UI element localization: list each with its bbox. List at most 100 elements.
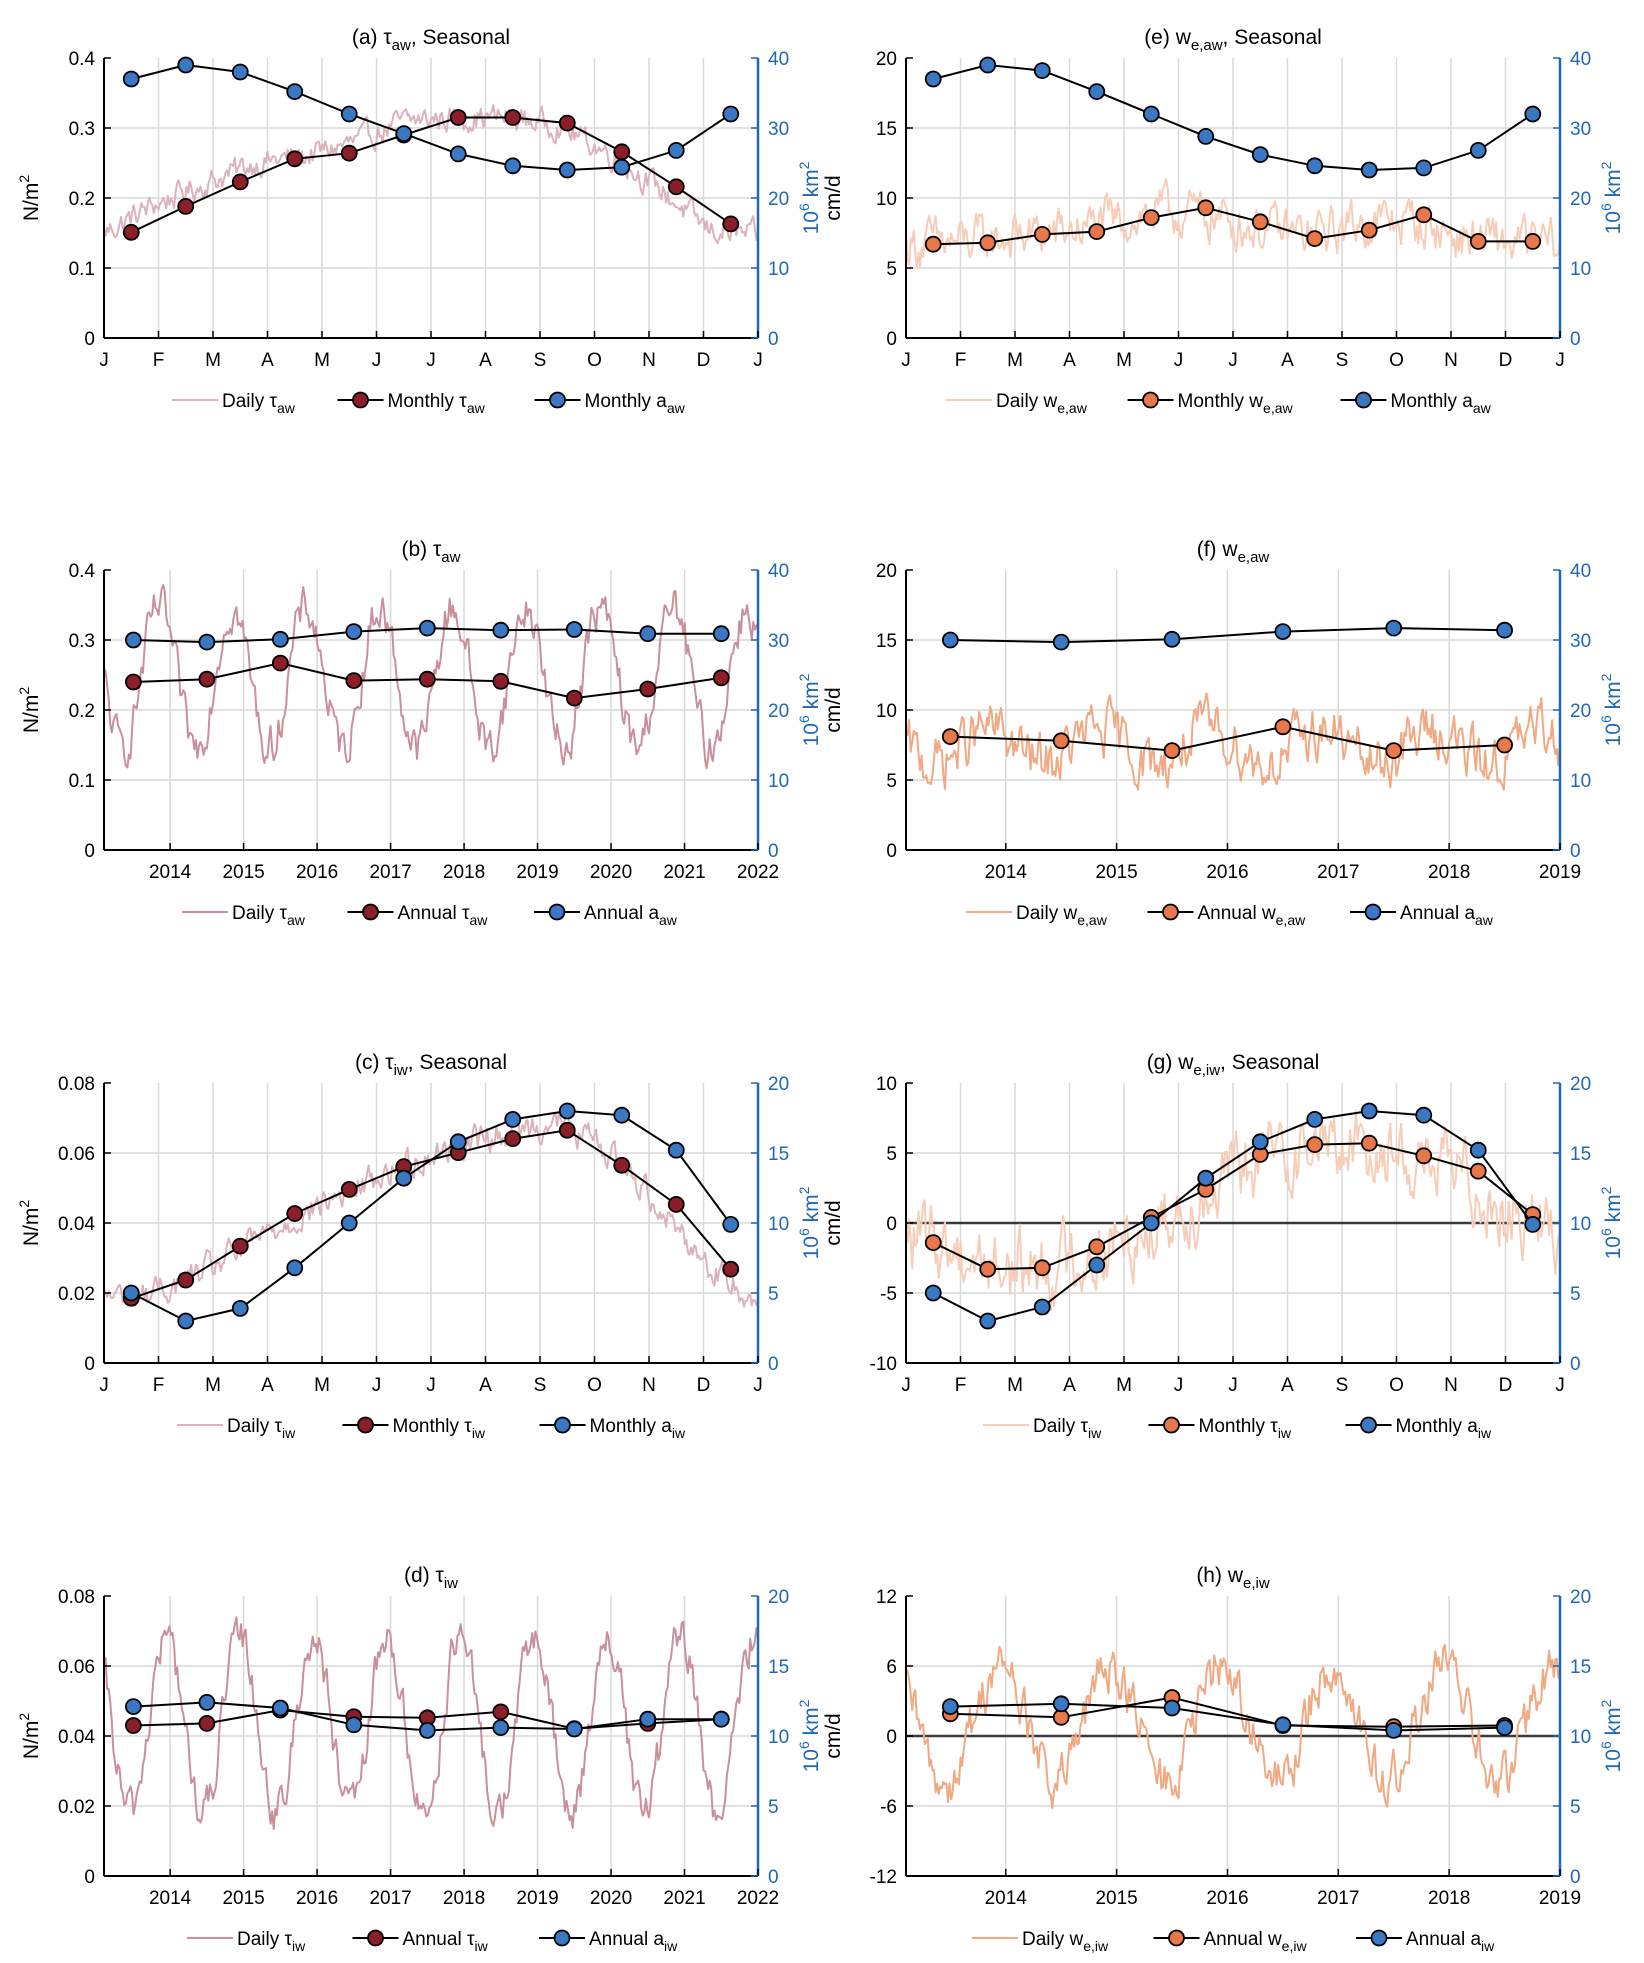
y2-axis-label: 106 km2 (796, 1186, 823, 1259)
y2-tick-label: 40 (768, 561, 789, 582)
data-point (941, 728, 959, 745)
x-tick-label: 2020 (590, 1888, 632, 1909)
data-point (1469, 1141, 1487, 1159)
legend-label: Annual aaw (584, 903, 678, 928)
legend-label: Daily τiw (1033, 1416, 1102, 1441)
y-tick-label: 0 (886, 841, 897, 862)
x-tick-label: 2019 (1539, 862, 1581, 883)
data-point (1496, 621, 1513, 639)
data-point (1415, 1106, 1433, 1124)
x-tick-label: 2017 (369, 1888, 411, 1909)
x-tick-label: S (1336, 1375, 1349, 1396)
y-tick-label: -12 (870, 1867, 897, 1888)
y-tick-label: 20 (876, 561, 897, 582)
x-tick-label: 2015 (222, 1888, 264, 1909)
data-point (504, 157, 522, 175)
y-tick-label: -6 (880, 1797, 897, 1818)
y2-tick-label: 20 (768, 1074, 789, 1095)
data-point (340, 144, 358, 162)
y2-tick-label: 15 (1570, 1657, 1591, 1678)
y-tick-label: -10 (870, 1354, 897, 1375)
legend: Daily we,iw Annual we,iw Annual aiw (972, 1929, 1495, 1954)
data-point (177, 1271, 195, 1289)
data-point (924, 70, 942, 88)
data-point (198, 670, 216, 688)
y-tick-label: 0.1 (69, 259, 95, 280)
x-tick-label: 2018 (1428, 862, 1470, 883)
data-point (1142, 105, 1160, 123)
y2-tick-label: 10 (1570, 259, 1591, 280)
legend-label: Daily τaw (222, 391, 296, 416)
x-tick-label: A (479, 1375, 492, 1396)
x-tick-label: D (697, 1375, 711, 1396)
x-tick-label: M (314, 350, 330, 371)
x-tick-label: 2016 (1206, 1888, 1248, 1909)
y-tick-label: 0.02 (58, 1797, 95, 1818)
data-point (271, 1699, 289, 1717)
data-point (1197, 199, 1215, 217)
x-tick-label: N (642, 350, 656, 371)
y2-tick-label: 15 (1570, 1144, 1591, 1165)
y-tick-label: 0 (84, 1867, 95, 1888)
y2-tick-label: 30 (1570, 119, 1591, 140)
data-point (565, 1720, 583, 1738)
data-point (177, 197, 195, 215)
x-tick-label: 2018 (443, 862, 485, 883)
x-tick-label: 2022 (737, 1888, 779, 1909)
x-tick-label: O (1389, 1375, 1404, 1396)
data-point (1415, 159, 1433, 177)
y2-tick-label: 10 (768, 771, 789, 792)
daily-series-line (905, 1644, 1561, 1810)
data-point (286, 83, 304, 100)
data-point (504, 1111, 522, 1128)
x-tick-label: 2021 (663, 862, 705, 883)
data-point (1052, 732, 1070, 750)
y2-tick-label: 0 (768, 1867, 779, 1888)
data-point (613, 1106, 631, 1124)
x-tick-label: 2014 (149, 862, 192, 883)
data-point (1142, 209, 1160, 227)
x-tick-label: N (642, 1375, 656, 1396)
data-point (722, 1216, 740, 1233)
y-axis-label: cm/d (822, 175, 845, 221)
data-point (1306, 230, 1324, 248)
data-point (1088, 223, 1106, 241)
x-tick-label: O (587, 350, 602, 371)
x-tick-label: 2019 (516, 1888, 558, 1909)
y2-axis-label: 106 km2 (796, 161, 823, 234)
x-tick-label: J (99, 1375, 109, 1396)
chart-panel-f: 2014 2015 2016 2017 2018 20190510152001020304… (822, 538, 1625, 928)
data-point (271, 630, 289, 648)
legend: Daily τiw Monthly τiw Monthly aiw (983, 1416, 1492, 1441)
x-tick-label: M (1116, 350, 1132, 371)
daily-series-line (103, 584, 759, 770)
legend-label: Monthly τiw (1199, 1416, 1292, 1441)
legend-label: Annual we,iw (1204, 1929, 1308, 1954)
data-point (1469, 1162, 1487, 1180)
x-tick-label: S (534, 1375, 547, 1396)
data-point (1251, 1133, 1269, 1151)
data-point (667, 1196, 685, 1213)
y-tick-label: 10 (876, 1074, 897, 1095)
data-point (345, 623, 363, 640)
data-point (449, 109, 467, 126)
data-point (667, 178, 685, 196)
y-tick-label: 0.1 (69, 771, 95, 792)
y2-tick-label: 0 (768, 841, 779, 862)
data-point (286, 1205, 304, 1222)
data-point (1524, 105, 1542, 123)
x-tick-label: J (99, 350, 109, 371)
data-point (231, 63, 249, 81)
data-point (1415, 206, 1433, 224)
data-point (395, 1169, 413, 1187)
legend-marker (1370, 1929, 1388, 1947)
data-point (345, 1716, 363, 1734)
chart-panel-b: 2014 2015 2016 2017 2018 2019 2020 2021 202200.1… (16, 538, 823, 928)
legend-label: Annual τaw (398, 903, 489, 928)
data-point (1360, 161, 1378, 179)
y-tick-label: 6 (886, 1657, 897, 1678)
x-tick-label: M (205, 1375, 221, 1396)
data-point (1251, 146, 1269, 164)
series-line-area (932, 1109, 1534, 1323)
y2-tick-label: 20 (1570, 1074, 1591, 1095)
